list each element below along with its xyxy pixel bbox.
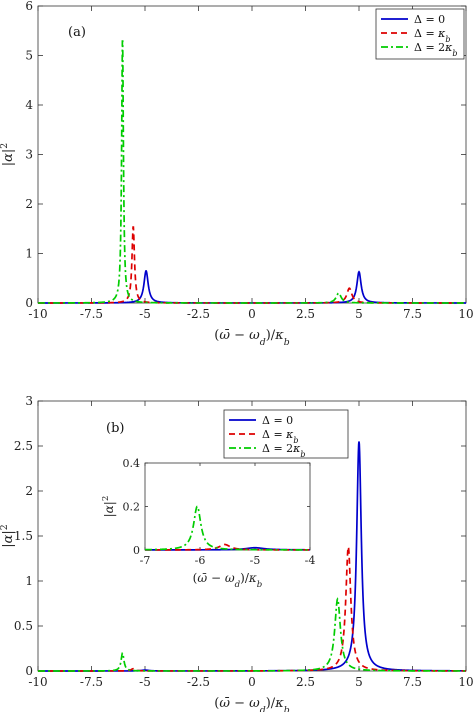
legend-label: Δ = 0 (262, 414, 293, 427)
panel-b-inset-frame (144, 462, 311, 551)
y-tick-label: 2 (25, 484, 33, 498)
x-tick-label: -7.5 (80, 675, 103, 689)
y-tick-label: 0 (25, 296, 33, 310)
y-tick-label: 5 (25, 49, 33, 63)
y-tick-label: 2.5 (14, 439, 33, 453)
y-tick-label: 6 (25, 0, 33, 13)
x-tick-label: 0 (248, 307, 256, 321)
panel-b-series-3 (38, 597, 466, 672)
y-tick-label: 1.5 (14, 529, 33, 543)
x-tick-label: -5 (139, 307, 151, 321)
x-tick-label: -2.5 (187, 675, 210, 689)
legend-label: Δ = κb (414, 27, 451, 44)
legend-label: Δ = κb (262, 428, 299, 445)
x-tick-label: -5 (250, 554, 261, 567)
panel-a-series-3 (38, 40, 466, 304)
y-tick-label: 0 (133, 544, 140, 557)
panel-a-series-2 (38, 226, 466, 304)
x-tick-label: 7.5 (403, 675, 422, 689)
x-axis-label: (ω̄ − ωd)/κb (214, 328, 289, 348)
y-axis-label: |α|2 (101, 496, 116, 518)
x-tick-label: 2.5 (296, 675, 315, 689)
x-tick-label: -2.5 (187, 307, 210, 321)
x-tick-label: -4 (305, 554, 316, 567)
y-tick-label: 3 (25, 394, 33, 408)
x-tick-label: 5 (355, 307, 363, 321)
x-tick-label: 10 (458, 307, 473, 321)
x-tick-label: 7.5 (403, 307, 422, 321)
panel-b-inset-series-2 (145, 543, 310, 551)
y-tick-label: 4 (25, 98, 33, 112)
legend-label: Δ = 2κb (262, 442, 306, 459)
panel-b-legend: Δ = 0Δ = κbΔ = 2κb (223, 409, 349, 459)
x-tick-label: -5 (139, 675, 151, 689)
y-axis-label: |α|2 (0, 143, 16, 167)
x-tick-label: -7 (140, 554, 151, 567)
y-tick-label: 0.4 (123, 457, 141, 470)
x-axis-label: (ω̄ − ωd)/κb (214, 696, 289, 712)
x-tick-label: 2.5 (296, 307, 315, 321)
panel-label: (b) (106, 421, 124, 436)
y-tick-label: 1 (25, 574, 33, 588)
x-tick-label: -10 (28, 675, 47, 689)
y-tick-label: 0 (25, 664, 33, 678)
x-tick-label: -10 (28, 307, 47, 321)
panel-a-legend: Δ = 0Δ = κbΔ = 2κb (375, 8, 465, 60)
y-tick-label: 1 (25, 247, 33, 261)
panel-b-inset: -7 -6 -5 -4 0 0.2 0.4 (ω̄ − ωd)/κb |α|2 (101, 457, 315, 590)
x-tick-label: -7.5 (80, 307, 103, 321)
x-tick-label: -6 (195, 554, 206, 567)
panel-label: (a) (68, 25, 86, 40)
y-axis-label: |α|2 (0, 524, 16, 548)
panel-b-inset-series-3 (145, 505, 310, 551)
y-tick-label: 2 (25, 197, 33, 211)
x-tick-label: 10 (458, 675, 473, 689)
legend-label: Δ = 0 (414, 13, 445, 26)
x-tick-label: 5 (355, 675, 363, 689)
panel-a-legend-box (375, 8, 465, 60)
x-tick-label: 0 (248, 675, 256, 689)
x-axis-label: (ω̄ − ωd)/κb (193, 571, 263, 590)
y-tick-label: 3 (25, 148, 33, 162)
y-tick-label: 0.5 (14, 619, 33, 633)
legend-label: Δ = 2κb (414, 41, 458, 58)
y-tick-label: 0.2 (123, 500, 141, 513)
